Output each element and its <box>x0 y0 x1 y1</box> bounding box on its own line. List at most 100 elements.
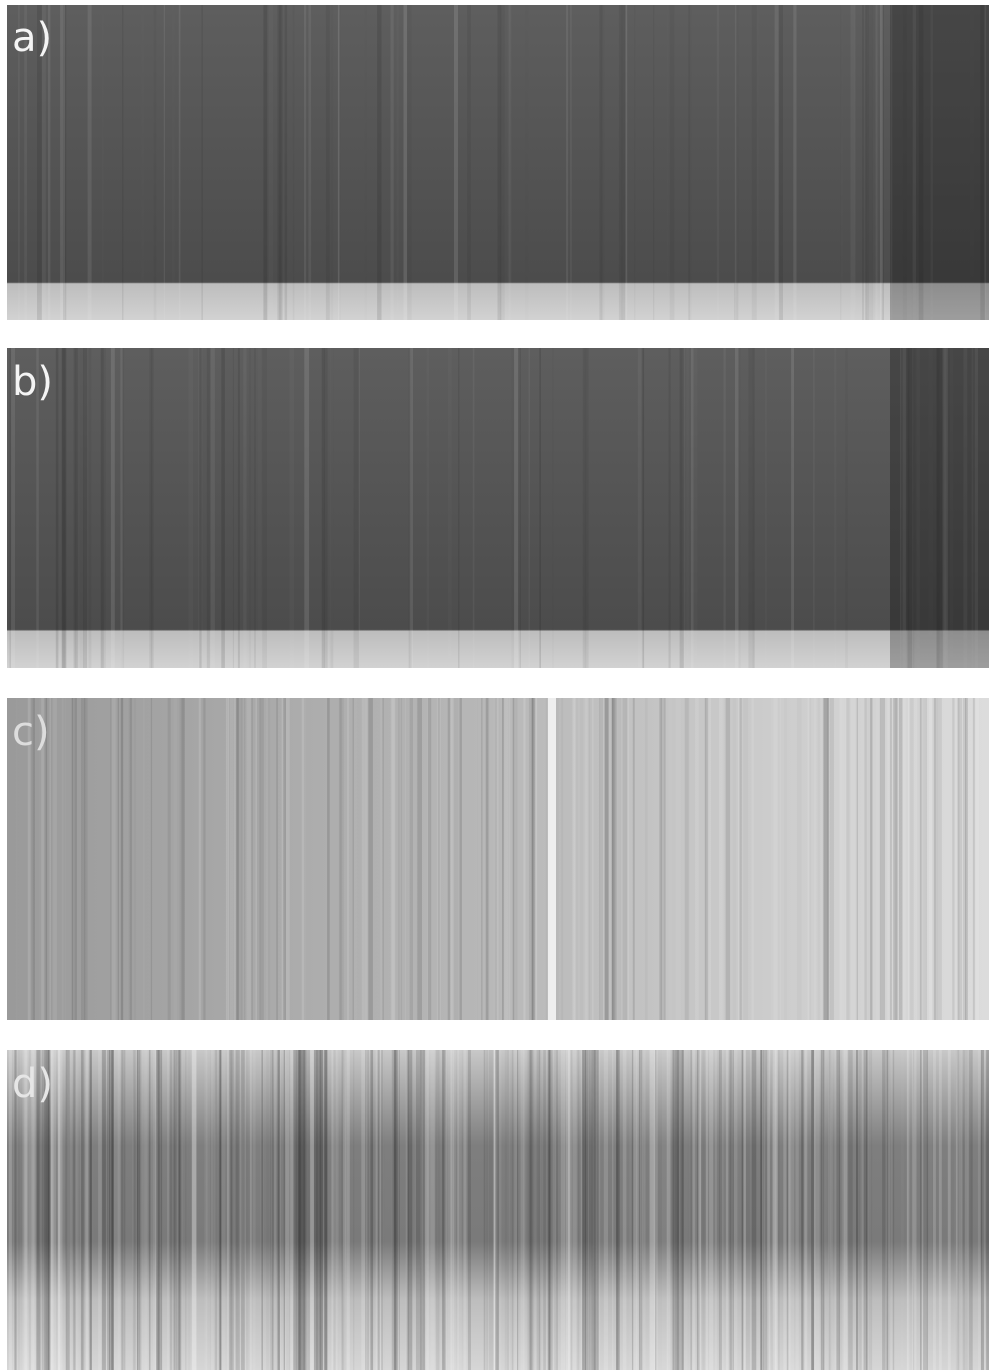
stripe <box>206 1050 210 1370</box>
stripe <box>134 698 136 1020</box>
stripe <box>578 698 581 1020</box>
stripe <box>156 1050 160 1370</box>
stripe <box>28 1050 34 1370</box>
stripe <box>206 348 210 668</box>
stripe <box>773 698 778 1020</box>
stripe <box>892 1050 895 1370</box>
stripe <box>84 1050 89 1370</box>
stripe <box>856 1050 859 1370</box>
stripe <box>867 698 872 1020</box>
stripe <box>458 348 460 668</box>
stripe <box>447 698 451 1020</box>
stripe <box>80 1050 84 1370</box>
stripe <box>454 5 458 320</box>
stripe <box>203 698 206 1020</box>
stripe <box>935 698 938 1020</box>
stripe <box>898 698 903 1020</box>
stripe <box>920 1050 924 1370</box>
stripe <box>813 348 815 668</box>
stripe <box>690 1050 695 1370</box>
stripe <box>928 698 932 1020</box>
stripe <box>394 1050 398 1370</box>
stripe <box>188 1050 190 1370</box>
stripe <box>697 1050 702 1370</box>
stripe <box>365 1050 368 1370</box>
stripe <box>310 1050 315 1370</box>
stripe <box>343 1050 347 1370</box>
stripe <box>424 1050 429 1370</box>
stripe <box>547 1050 553 1370</box>
stripe <box>285 1050 290 1370</box>
stripe <box>766 1050 769 1370</box>
stripe <box>84 698 88 1020</box>
stripe <box>61 348 66 668</box>
stripe <box>572 1050 578 1370</box>
panel <box>7 5 989 320</box>
stripe <box>344 1050 350 1370</box>
stripe <box>114 698 116 1020</box>
stripe <box>130 698 132 1020</box>
stripe <box>122 1050 124 1370</box>
stripe <box>323 1050 328 1370</box>
stripe <box>342 1050 346 1370</box>
stripe <box>305 698 306 1020</box>
stripe <box>198 348 202 668</box>
stripe <box>873 5 875 320</box>
stripe <box>893 698 898 1020</box>
stripe <box>511 348 514 668</box>
stripe <box>63 5 67 320</box>
stripe <box>391 698 395 1020</box>
stripe <box>365 1050 369 1370</box>
stripe <box>735 348 739 668</box>
stripe <box>907 1050 910 1370</box>
stripe <box>380 698 382 1020</box>
stripe <box>850 5 855 320</box>
stripe <box>839 698 842 1020</box>
stripe <box>136 1050 138 1370</box>
stripe <box>173 1050 176 1370</box>
stripe <box>795 1050 799 1370</box>
stripe <box>481 698 483 1020</box>
stripe <box>958 698 963 1020</box>
stripe <box>82 1050 86 1370</box>
stripe <box>339 5 340 320</box>
panel-image <box>7 1050 989 1370</box>
stripe <box>924 698 926 1020</box>
stripe <box>185 1050 187 1370</box>
stripe <box>729 1050 732 1370</box>
stripe <box>277 5 282 320</box>
stripe <box>483 1050 486 1370</box>
stripe <box>353 348 355 668</box>
stripe <box>272 1050 278 1370</box>
bright-line <box>548 698 556 1020</box>
stripe <box>848 1050 853 1370</box>
stripe <box>596 1050 601 1370</box>
stripe <box>281 698 284 1020</box>
stripe <box>214 1050 217 1370</box>
panel-label: a) <box>12 15 52 61</box>
stripe <box>254 348 256 668</box>
stripe <box>505 1050 509 1370</box>
stripe <box>331 5 334 320</box>
stripe <box>398 1050 400 1370</box>
stripe <box>902 348 906 668</box>
stripe <box>132 1050 134 1370</box>
stripe <box>532 698 537 1020</box>
stripe <box>81 698 86 1020</box>
stripe <box>458 1050 463 1370</box>
stripe <box>625 5 628 320</box>
stripe <box>271 1050 273 1370</box>
stripe <box>531 698 535 1020</box>
stripe <box>570 5 572 320</box>
stripe <box>548 1050 551 1370</box>
stripe <box>653 5 655 320</box>
stripe <box>338 698 342 1020</box>
stripe <box>66 1050 70 1370</box>
stripe <box>12 1050 18 1370</box>
stripe <box>829 698 834 1020</box>
stripe <box>797 698 802 1020</box>
stripe <box>902 698 906 1020</box>
stripe <box>154 1050 160 1370</box>
stripe <box>405 698 407 1020</box>
stripe <box>227 1050 231 1370</box>
